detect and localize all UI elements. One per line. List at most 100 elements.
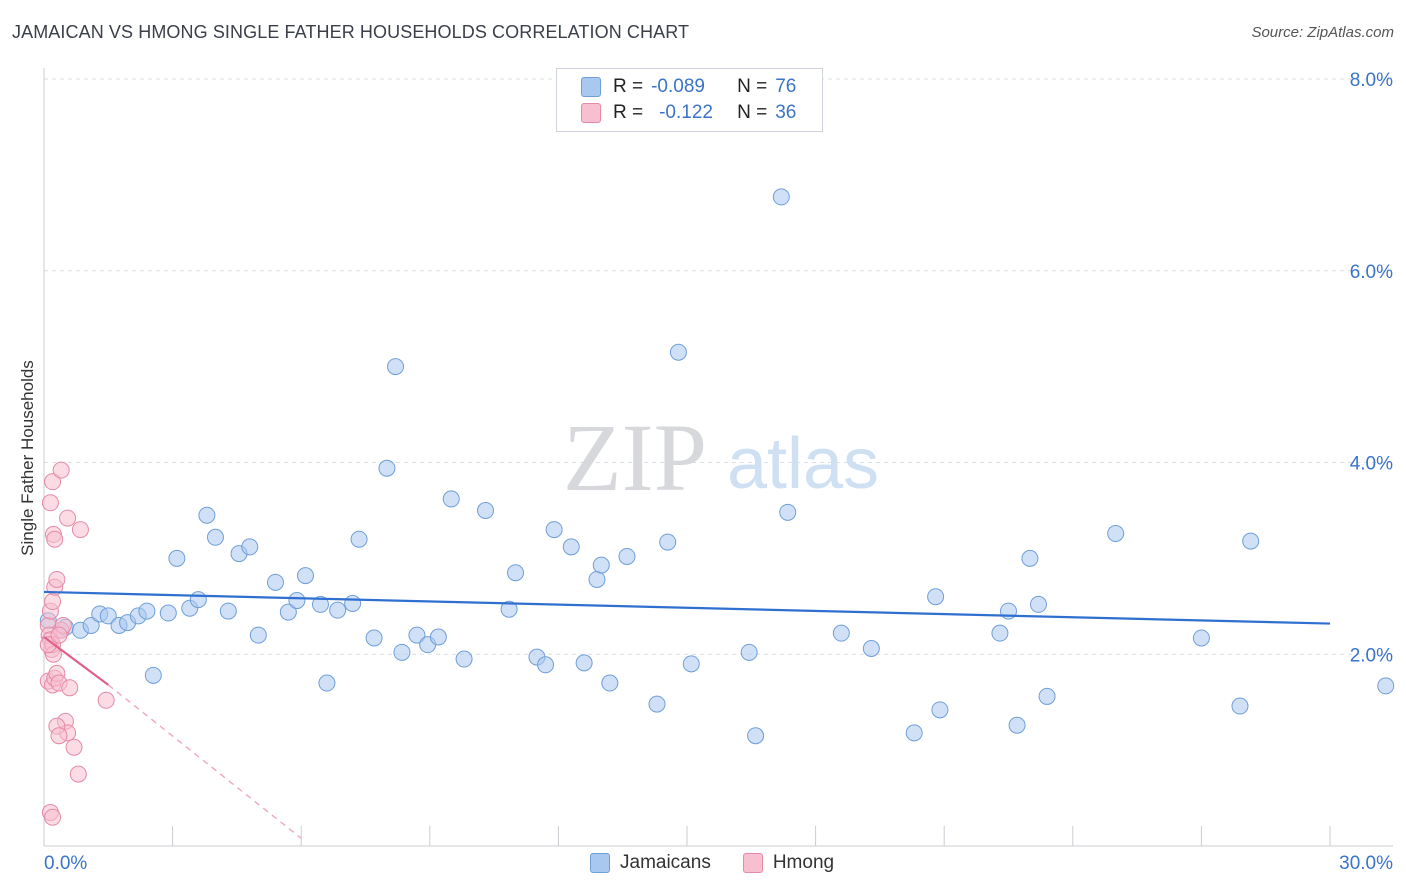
point-jamaicans xyxy=(318,674,336,692)
point-jamaicans xyxy=(588,570,606,588)
legend-item-hmong[interactable]: Hmong xyxy=(742,852,835,874)
series-legend: Jamaicans Hmong xyxy=(590,852,866,874)
point-jamaicans xyxy=(279,603,297,621)
point-hmong xyxy=(59,509,77,527)
point-hmong xyxy=(97,691,115,709)
point-jamaicans xyxy=(1008,716,1026,734)
y-tick-label: 2.0% xyxy=(1350,645,1393,666)
point-jamaicans xyxy=(378,459,396,477)
legend-r-value: -0.122 xyxy=(659,102,713,123)
trend-line-jamaicans xyxy=(43,590,1331,625)
point-jamaicans xyxy=(477,501,495,519)
point-jamaicans xyxy=(1192,629,1210,647)
trend-line-hmong xyxy=(43,636,109,686)
point-jamaicans xyxy=(931,701,949,719)
stats-legend: R = -0.089 N = 76 R = -0.122 N = 36 xyxy=(556,68,823,132)
point-jamaicans xyxy=(545,521,563,539)
legend-item-jamaicans[interactable]: Jamaicans xyxy=(590,852,711,874)
y-tick-label: 6.0% xyxy=(1350,262,1393,283)
legend-r-label: R = xyxy=(613,102,644,123)
watermark: ZIP atlas xyxy=(563,404,879,511)
point-jamaicans xyxy=(832,624,850,642)
point-jamaicans xyxy=(537,656,555,674)
watermark-atlas: atlas xyxy=(727,424,879,504)
legend-row-jamaicans: R = -0.089 N = 76 xyxy=(581,75,796,99)
point-jamaicans xyxy=(408,626,426,644)
point-jamaicans xyxy=(219,602,237,620)
point-jamaicans xyxy=(601,674,619,692)
legend-n-label: N = xyxy=(737,76,768,97)
point-jamaicans xyxy=(442,490,460,508)
point-jamaicans xyxy=(669,343,687,361)
legend-swatch-hmong xyxy=(581,103,601,123)
legend-r-value: -0.089 xyxy=(651,76,705,97)
point-jamaicans xyxy=(1231,697,1249,715)
data-points xyxy=(39,188,1395,826)
point-jamaicans xyxy=(905,724,923,742)
point-jamaicans xyxy=(311,595,329,613)
legend-label-jamaicans: Jamaicans xyxy=(620,852,711,873)
point-jamaicans xyxy=(1038,687,1056,705)
point-jamaicans xyxy=(159,604,177,622)
trend-lines xyxy=(43,590,1331,839)
legend-row-hmong: R = -0.122 N = 36 xyxy=(581,101,796,125)
point-hmong xyxy=(65,738,83,756)
point-jamaicans xyxy=(365,629,383,647)
point-jamaicans xyxy=(266,573,284,591)
point-jamaicans xyxy=(455,650,473,668)
legend-label-hmong: Hmong xyxy=(772,852,835,873)
point-jamaicans xyxy=(393,643,411,661)
point-jamaicans xyxy=(648,695,666,713)
point-jamaicans xyxy=(682,655,700,673)
tick-labels: 2.0% 4.0% 6.0% 8.0% 0.0% 30.0% xyxy=(44,70,1393,874)
legend-n-label: N = xyxy=(737,102,768,123)
point-jamaicans xyxy=(344,594,362,612)
point-jamaicans xyxy=(927,588,945,606)
point-hmong xyxy=(61,679,79,697)
chart-title: JAMAICAN VS HMONG SINGLE FATHER HOUSEHOL… xyxy=(12,22,690,42)
point-jamaicans xyxy=(189,591,207,609)
legend-swatch-jamaicans xyxy=(590,853,610,873)
point-jamaicans xyxy=(1021,549,1039,567)
legend-r-label: R = xyxy=(613,76,644,97)
point-jamaicans xyxy=(198,506,216,524)
legend-swatch-jamaicans xyxy=(581,77,601,97)
point-hmong xyxy=(52,461,70,479)
point-jamaicans xyxy=(1242,532,1260,550)
point-jamaicans xyxy=(1377,677,1395,695)
trend-line-extension-hmong xyxy=(107,684,302,839)
watermark-zip: ZIP xyxy=(563,404,707,511)
point-jamaicans xyxy=(592,556,610,574)
x-tick-label: 30.0% xyxy=(1339,853,1393,874)
point-jamaicans xyxy=(779,503,797,521)
point-jamaicans xyxy=(168,549,186,567)
point-hmong xyxy=(50,727,68,745)
y-axis-label: Single Father Households xyxy=(18,360,37,556)
point-jamaicans xyxy=(387,358,405,376)
point-hmong xyxy=(50,626,68,644)
x-tick-label: 0.0% xyxy=(44,853,87,874)
point-jamaicans xyxy=(659,533,677,551)
point-jamaicans xyxy=(507,564,525,582)
y-tick-label: 4.0% xyxy=(1350,454,1393,475)
point-jamaicans xyxy=(144,666,162,684)
source-credit: Source: ZipAtlas.com xyxy=(1251,24,1394,41)
point-hmong xyxy=(46,530,64,548)
legend-n-value: 36 xyxy=(775,102,797,123)
point-jamaicans xyxy=(296,567,314,585)
point-hmong xyxy=(48,570,66,588)
legend-n-value: 76 xyxy=(775,76,797,97)
point-hmong xyxy=(44,808,62,826)
point-jamaicans xyxy=(618,547,636,565)
point-hmong xyxy=(71,521,89,539)
point-hmong xyxy=(44,473,62,491)
grid-lines xyxy=(44,78,1393,655)
point-jamaicans xyxy=(206,528,224,546)
legend-swatch-hmong xyxy=(742,853,763,873)
point-jamaicans xyxy=(288,592,306,610)
point-jamaicans xyxy=(772,188,790,206)
point-hmong xyxy=(41,494,59,512)
point-jamaicans xyxy=(1030,595,1048,613)
point-jamaicans xyxy=(575,654,593,672)
